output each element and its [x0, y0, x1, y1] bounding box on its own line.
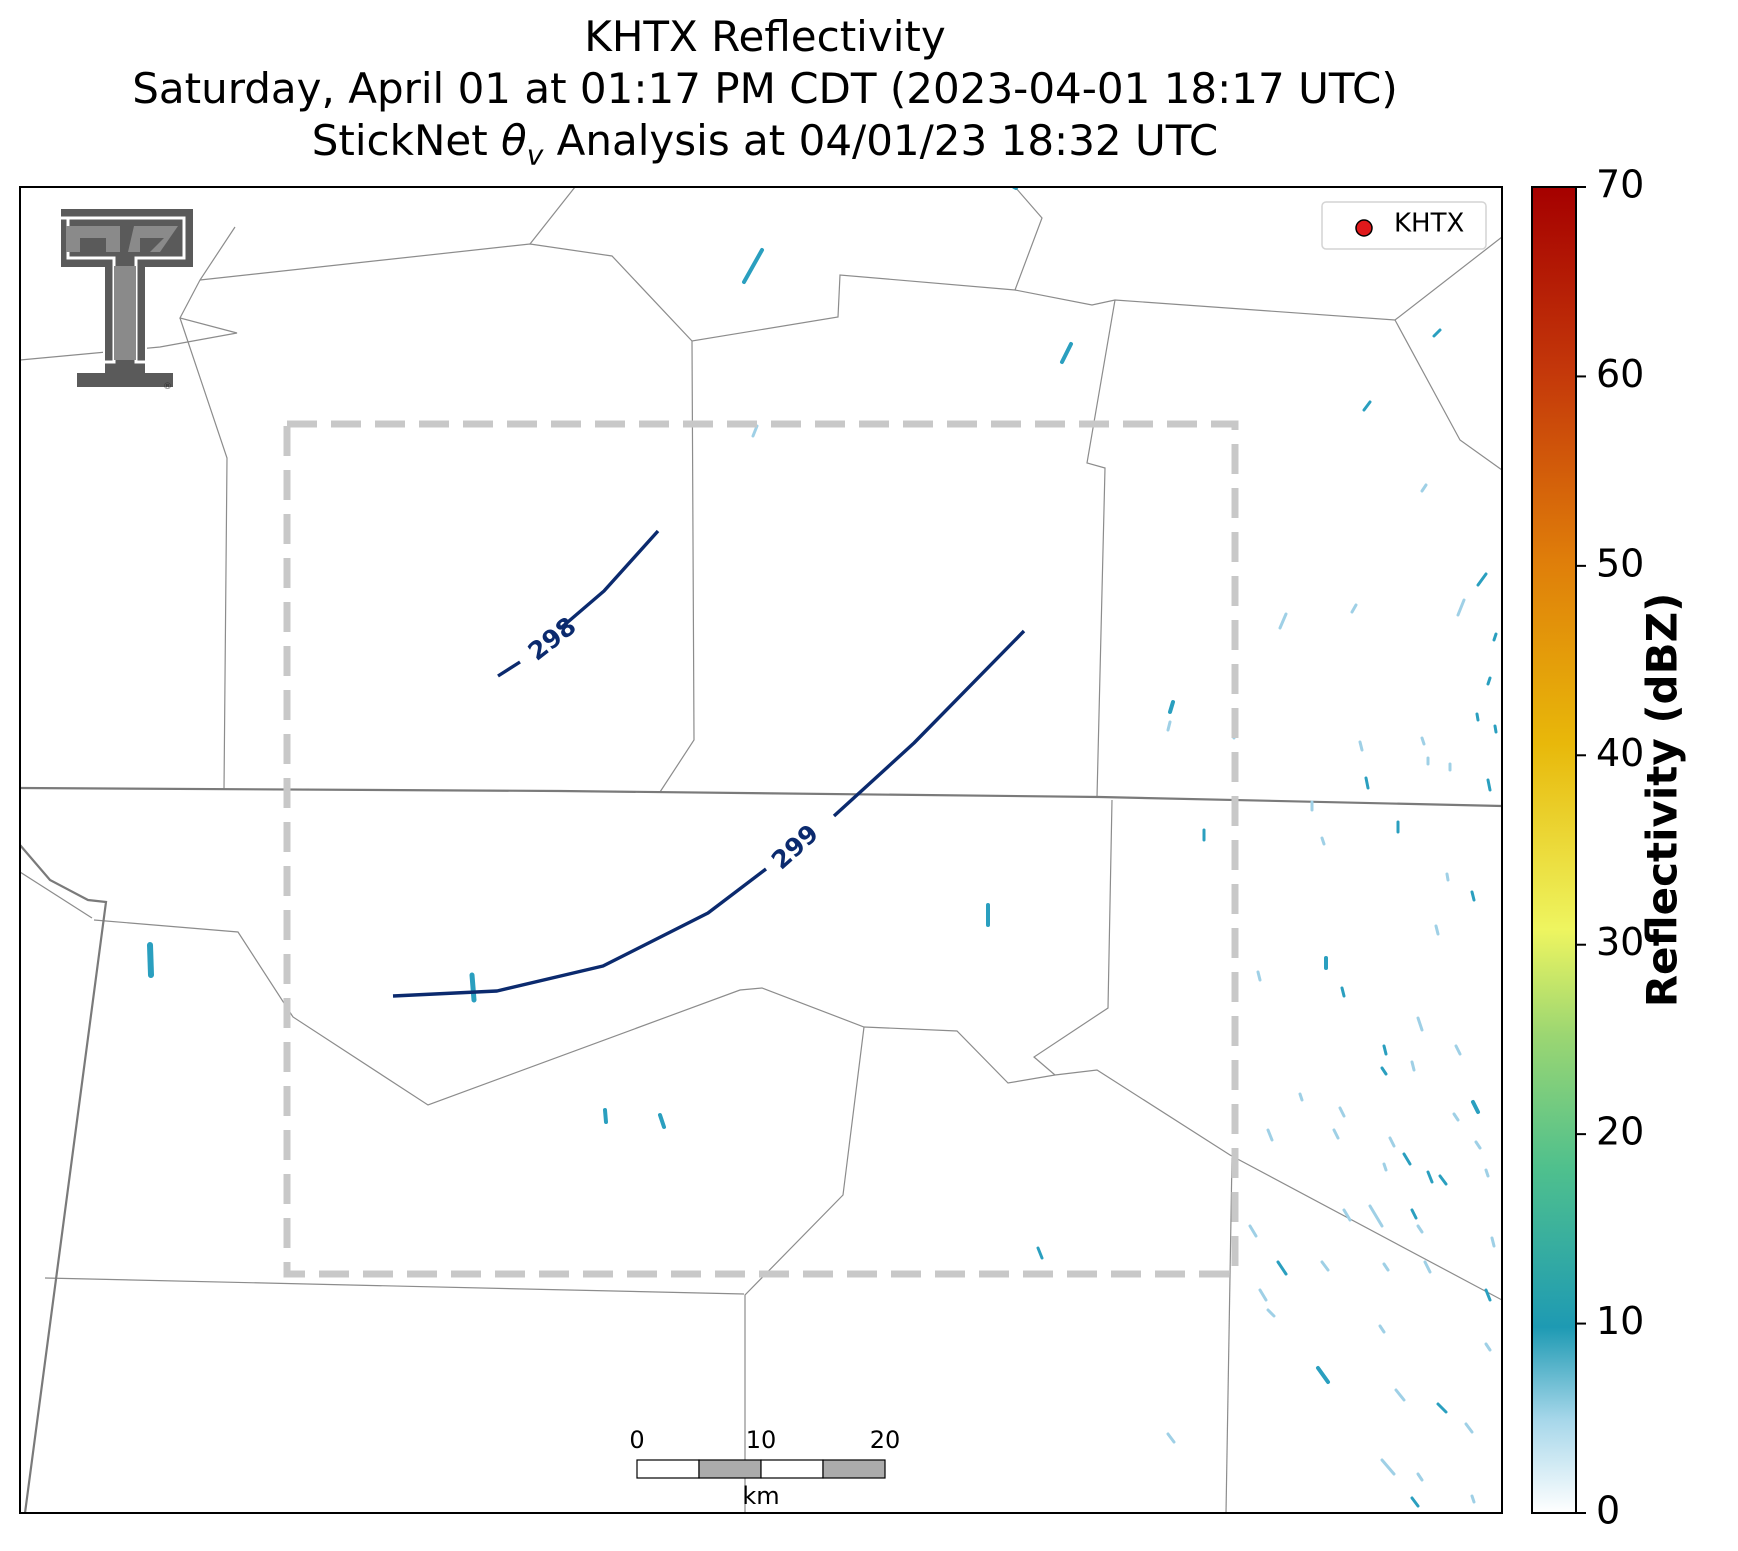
contour-299-line: [392, 629, 1026, 998]
colorbar-tick-label: 50: [1596, 541, 1644, 585]
colorbar-tick-label: 60: [1596, 352, 1644, 396]
colorbar-tick-label: 0: [1596, 1489, 1620, 1533]
colorbar-tick-label: 10: [1596, 1299, 1644, 1343]
scale-bar: 0 10 20 km: [629, 1426, 900, 1510]
legend-label-khtx: KHTX: [1394, 209, 1464, 239]
colorbar-ticks: 0 10 20 30 40 50 60 70: [1576, 163, 1644, 1533]
colorbar-gradient: [1531, 186, 1577, 1514]
colorbar-label: Reflectivity (dBZ): [1637, 592, 1687, 1008]
map-title: KHTX Reflectivity: [584, 12, 946, 61]
legend: KHTX: [1321, 201, 1487, 250]
colorbar-tick-label: 30: [1596, 920, 1644, 964]
analysis-prefix: StickNet: [311, 116, 502, 165]
theta-symbol: θ: [501, 116, 527, 165]
contour-298-line: [497, 529, 660, 678]
county-boundaries: [20, 187, 1502, 1513]
legend-marker-khtx: [1355, 219, 1373, 237]
logo-registered-mark: ®: [163, 382, 172, 392]
reflectivity-returns: [147, 187, 1498, 1508]
scale-unit: km: [742, 1482, 779, 1510]
scale-tick-10: 10: [746, 1426, 777, 1454]
analysis-domain-box: [283, 420, 1239, 1278]
colorbar-tick-label: 70: [1596, 163, 1644, 207]
analysis-suffix: Analysis at 04/01/23 18:32 UTC: [543, 116, 1219, 165]
scale-tick-0: 0: [629, 1426, 644, 1454]
scale-tick-20: 20: [870, 1426, 901, 1454]
state-boundaries: [20, 786, 1502, 1513]
colorbar-tick-label: 20: [1596, 1110, 1644, 1154]
map-subtitle-analysis: StickNet θv Analysis at 04/01/23 18:32 U…: [0, 116, 1530, 180]
theta-v-contours: [392, 529, 1026, 998]
colorbar: 0 10 20 30 40 50 60 70: [1531, 163, 1644, 1533]
map-subtitle-time: Saturday, April 01 at 01:17 PM CDT (2023…: [132, 64, 1398, 113]
map-area: 298 299 ® KHTX 0 10 20 km: [20, 187, 1502, 1513]
colorbar-tick-label: 40: [1596, 731, 1644, 775]
contour-label-299: 299: [766, 819, 824, 875]
texas-tech-logo: ®: [42, 207, 195, 392]
theta-subscript: v: [526, 138, 544, 172]
map-frame: [19, 186, 1503, 1514]
